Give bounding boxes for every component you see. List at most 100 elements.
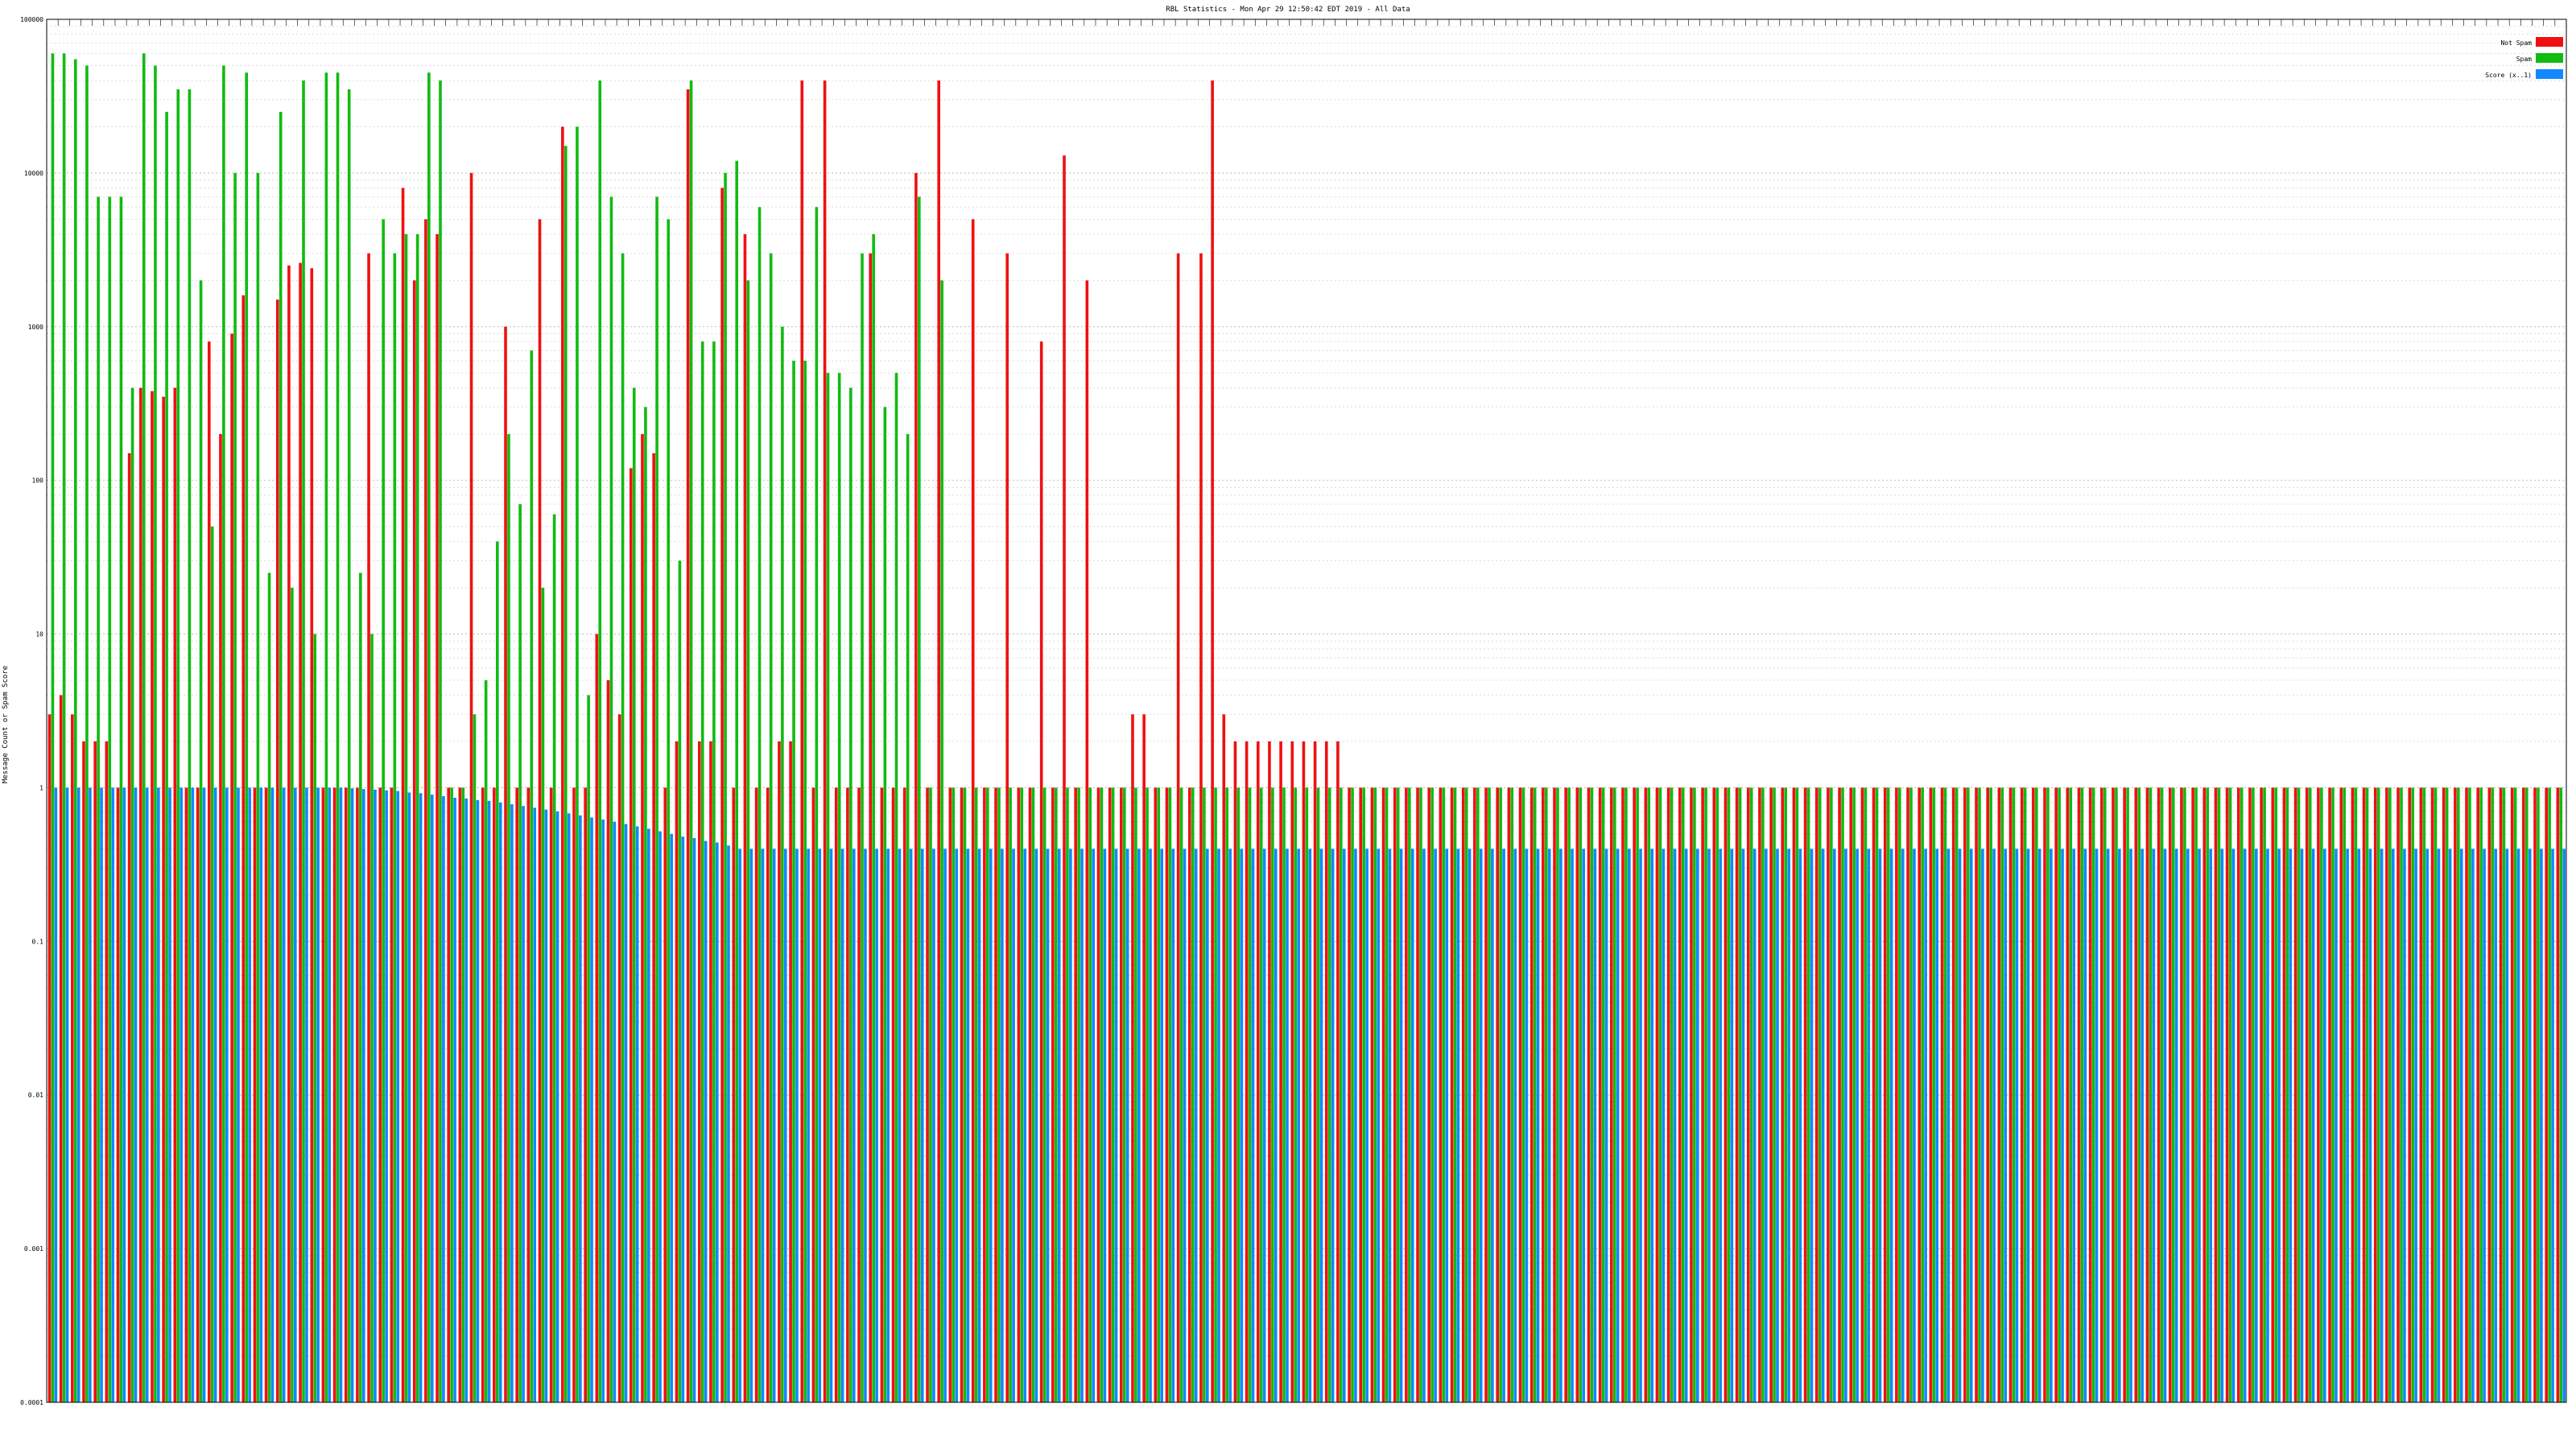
bar-spam — [815, 207, 819, 1403]
bar-not-spam — [2008, 787, 2013, 1402]
bar-not-spam — [1381, 787, 1385, 1402]
bar-not-spam — [1473, 787, 1476, 1402]
bar-not-spam — [1849, 787, 1853, 1402]
bar-spam — [632, 387, 636, 1402]
bar-score — [2483, 848, 2486, 1402]
bar-not-spam — [846, 787, 849, 1402]
bar-spam — [2240, 787, 2244, 1402]
bar-score — [259, 787, 263, 1402]
bar-not-spam — [1701, 787, 1704, 1402]
plot-frame — [46, 19, 2567, 1403]
bar-not-spam — [1051, 787, 1055, 1402]
bar-spam — [861, 253, 864, 1402]
bar-not-spam — [2282, 787, 2286, 1402]
bar-score — [339, 787, 343, 1402]
bar-score — [1730, 848, 1734, 1402]
bar-score — [2061, 848, 2064, 1402]
bar-score — [1628, 848, 1631, 1402]
bar-spam — [2183, 787, 2186, 1402]
y-tick-label: 100000 — [20, 16, 43, 23]
bar-not-spam — [617, 714, 621, 1402]
bar-not-spam — [526, 787, 530, 1402]
bar-spam — [1488, 787, 1491, 1402]
bar-not-spam — [675, 741, 679, 1402]
bar-spam — [1715, 787, 1719, 1402]
bar-not-spam — [1564, 787, 1567, 1402]
bar-not-spam — [493, 787, 496, 1402]
bar-score — [1901, 848, 1905, 1402]
bar-spam — [233, 172, 237, 1402]
bar-spam — [1886, 787, 1890, 1402]
bar-score — [1069, 848, 1072, 1402]
bar-spam — [2034, 787, 2038, 1402]
bar-spam — [1612, 787, 1616, 1402]
bar-score — [2277, 848, 2281, 1402]
bar-not-spam — [1063, 155, 1066, 1402]
bar-spam — [1943, 787, 1947, 1402]
bar-spam — [894, 373, 898, 1402]
bar-score — [1354, 848, 1357, 1402]
bar-spam — [382, 219, 385, 1402]
bar-spam — [1271, 787, 1274, 1402]
bar-spam — [222, 65, 225, 1403]
bar-not-spam — [1154, 787, 1158, 1402]
bar-not-spam — [253, 787, 257, 1402]
bar-not-spam — [1803, 787, 1807, 1402]
bar-spam — [1533, 787, 1537, 1402]
bar-score — [1787, 848, 1790, 1402]
bar-score — [385, 790, 388, 1402]
bar-not-spam — [1416, 787, 1419, 1402]
bar-not-spam — [834, 787, 838, 1402]
bar-not-spam — [139, 387, 142, 1402]
bar-not-spam — [1005, 253, 1009, 1402]
bar-score — [852, 848, 856, 1402]
bar-not-spam — [196, 787, 200, 1402]
y-tick-label: 0.001 — [24, 1245, 43, 1253]
bar-spam — [1259, 787, 1263, 1402]
bar-not-spam — [1427, 787, 1431, 1402]
bar-score — [1639, 848, 1642, 1402]
bar-score — [237, 787, 240, 1402]
bar-spam — [2513, 787, 2517, 1402]
bar-spam — [1340, 787, 1343, 1402]
bar-score — [2459, 848, 2463, 1402]
bar-spam — [495, 541, 499, 1403]
y-axis-ticks: 100000 10000 1000 100 10 1 0.1 0.01 0.001 0.0001 — [20, 16, 43, 1406]
bar-not-spam — [1017, 787, 1021, 1402]
bar-score — [2037, 848, 2041, 1402]
bar-score — [1342, 848, 1346, 1402]
bar-score — [1924, 848, 1927, 1402]
bar-score — [977, 848, 981, 1402]
bar-spam — [689, 80, 693, 1403]
bar-spam — [1203, 787, 1206, 1402]
bar-spam — [473, 714, 477, 1402]
bar-spam — [370, 634, 374, 1402]
bar-not-spam — [378, 787, 382, 1402]
bar-not-spam — [2430, 787, 2434, 1402]
bar-score — [407, 792, 411, 1402]
bar-score — [1092, 848, 1096, 1402]
bar-score — [282, 787, 286, 1402]
bar-score — [840, 848, 844, 1402]
bar-spam — [541, 588, 545, 1402]
bar-spam — [2331, 787, 2334, 1402]
bar-spam — [929, 787, 932, 1402]
bar-spam — [530, 350, 534, 1403]
bar-spam — [963, 787, 967, 1402]
bar-score — [1399, 848, 1403, 1402]
bar-not-spam — [1587, 787, 1591, 1402]
bar-not-spam — [1074, 787, 1077, 1402]
bar-spam — [2354, 787, 2358, 1402]
bar-score — [1571, 848, 1574, 1402]
bar-not-spam — [105, 741, 109, 1402]
bar-score — [989, 848, 993, 1402]
bar-score — [1821, 848, 1825, 1402]
bar-spam — [1408, 787, 1411, 1402]
bar-not-spam — [481, 787, 485, 1402]
bar-spam — [302, 80, 305, 1403]
bar-spam — [2411, 787, 2414, 1402]
bar-spam — [1042, 787, 1046, 1402]
bar-spam — [2058, 787, 2061, 1402]
bar-not-spam — [606, 680, 610, 1402]
